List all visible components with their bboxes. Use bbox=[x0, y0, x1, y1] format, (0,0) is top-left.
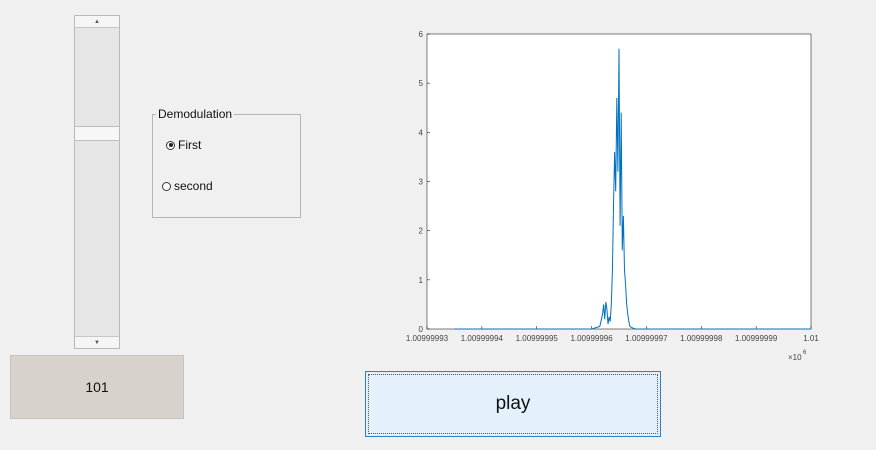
play-button-label: play bbox=[495, 393, 531, 414]
x-multiplier: ×10 bbox=[788, 353, 802, 362]
y-tick-label: 4 bbox=[419, 128, 424, 137]
slider-value-text: 101 bbox=[85, 379, 109, 395]
slider-value-display: 101 bbox=[10, 355, 184, 419]
x-tick-label: 1.00999998 bbox=[680, 334, 723, 343]
radio-first[interactable]: First bbox=[166, 138, 201, 152]
radio-selected-icon[interactable] bbox=[166, 140, 175, 150]
slider-up-arrow-icon[interactable]: ▲ bbox=[75, 16, 119, 28]
series-line bbox=[454, 48, 811, 330]
y-tick-label: 2 bbox=[419, 227, 424, 236]
x-axis: 1.00999993 1.00999994 1.00999995 1.00999996… bbox=[406, 326, 819, 343]
x-tick-label: 1.00999995 bbox=[516, 334, 559, 343]
demodulation-button-group bbox=[152, 114, 301, 218]
demodulation-title: Demodulation bbox=[156, 107, 235, 121]
slider-down-arrow-icon[interactable]: ▼ bbox=[75, 336, 119, 348]
y-tick-label: 5 bbox=[419, 79, 424, 88]
radio-unselected-icon[interactable] bbox=[162, 181, 171, 191]
x-tick-label: 1.00999999 bbox=[735, 334, 778, 343]
radio-first-label: First bbox=[178, 138, 202, 152]
y-axis: 0 1 2 3 4 5 6 bbox=[419, 30, 430, 334]
radio-second-label: second bbox=[174, 179, 213, 193]
y-tick-label: 0 bbox=[419, 325, 424, 334]
x-tick-label: 1.00999993 bbox=[406, 334, 449, 343]
slider-thumb[interactable] bbox=[75, 126, 119, 141]
x-multiplier-exponent: 6 bbox=[803, 350, 807, 356]
x-tick-label: 1.00999997 bbox=[625, 334, 668, 343]
play-button[interactable]: play bbox=[365, 371, 661, 437]
x-tick-label: 1.00999996 bbox=[570, 334, 613, 343]
radio-second[interactable]: second bbox=[162, 179, 213, 193]
y-tick-label: 3 bbox=[419, 178, 424, 187]
x-tick-label: 1.00999994 bbox=[461, 334, 504, 343]
vertical-slider[interactable]: ▲ ▼ bbox=[74, 15, 120, 349]
y-tick-label: 6 bbox=[419, 30, 424, 39]
x-tick-label: 1.01 bbox=[803, 334, 819, 343]
y-tick-label: 1 bbox=[419, 276, 424, 285]
